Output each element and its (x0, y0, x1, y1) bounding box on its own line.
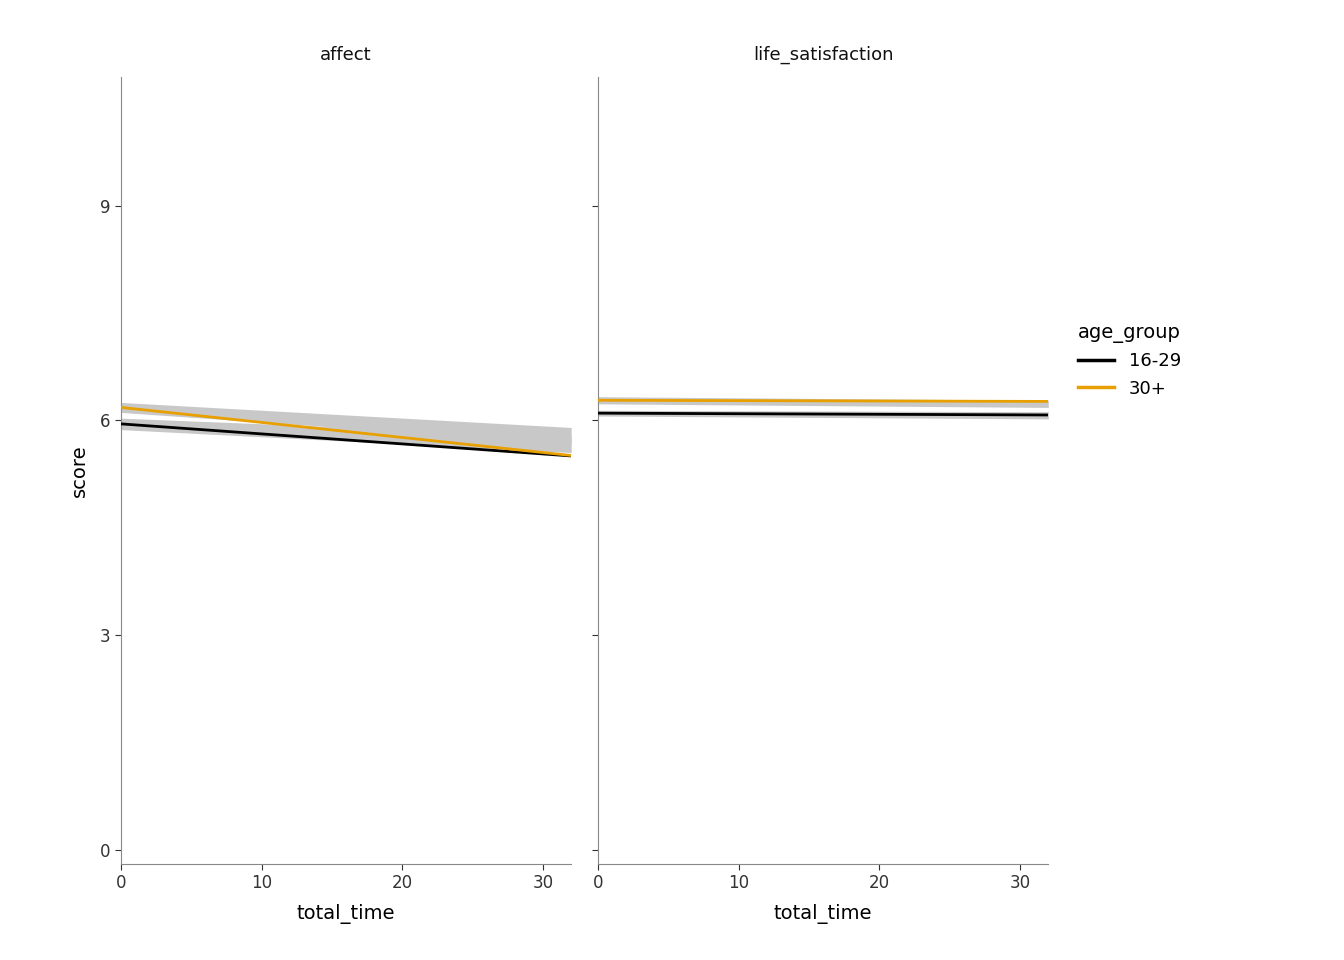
X-axis label: total_time: total_time (774, 903, 872, 924)
Legend: 16-29, 30+: 16-29, 30+ (1071, 316, 1188, 405)
Text: life_satisfaction: life_satisfaction (753, 46, 894, 64)
Text: affect: affect (320, 46, 372, 64)
Y-axis label: score: score (70, 444, 89, 496)
X-axis label: total_time: total_time (297, 903, 395, 924)
